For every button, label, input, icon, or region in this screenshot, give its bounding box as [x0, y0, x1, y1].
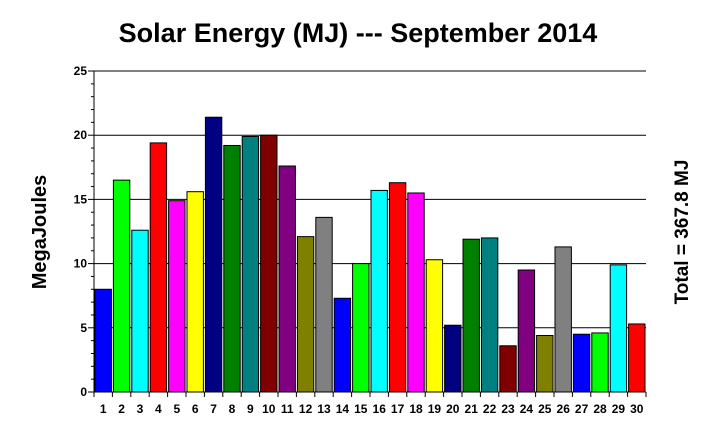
bar-day-14 — [333, 297, 352, 393]
bar-day-16 — [370, 189, 388, 393]
x-tick-label: 2 — [118, 402, 125, 416]
bar-day-12 — [296, 236, 315, 393]
x-tick-label: 6 — [192, 402, 199, 416]
x-tick-label: 23 — [501, 402, 515, 416]
y-tick-label: 25 — [74, 64, 88, 78]
x-tick-label: 14 — [336, 402, 350, 416]
x-tick-label: 18 — [409, 402, 423, 416]
bar-day-29 — [609, 264, 628, 393]
x-tick-label: 22 — [483, 402, 497, 416]
y-tick-label: 5 — [80, 321, 87, 335]
bar-day-25 — [536, 335, 554, 393]
chart-title: Solar Energy (MJ) --- September 2014 — [119, 18, 598, 48]
y-tick-label: 15 — [74, 192, 88, 206]
x-tick-label: 1 — [100, 402, 107, 416]
x-tick-label: 19 — [428, 402, 442, 416]
bar-day-6 — [186, 191, 204, 393]
x-tick-label: 12 — [299, 402, 313, 416]
bar-day-27 — [572, 333, 591, 393]
bar-day-20 — [444, 324, 462, 393]
bar-day-4 — [149, 142, 168, 393]
x-tick-label: 21 — [465, 402, 479, 416]
bar-day-13 — [315, 216, 333, 393]
x-tick-label: 7 — [210, 402, 217, 416]
x-tick-label: 17 — [391, 402, 405, 416]
x-tick-labels: 1 2 3 4 5 6 7 8 9 10 11 12 13 14 15 16 17 18 19 20 21 22 23 24 2… — [100, 402, 644, 416]
x-tick-label: 30 — [630, 402, 644, 416]
x-tick-label: 5 — [173, 402, 180, 416]
x-tick-label: 10 — [262, 402, 276, 416]
x-tick-label: 16 — [373, 402, 387, 416]
y-tick-label: 0 — [80, 385, 87, 399]
bar-day-21 — [462, 238, 480, 393]
total-annotation: Total = 367.8 MJ — [672, 160, 693, 305]
x-tick-label: 26 — [557, 402, 571, 416]
bar-day-24 — [517, 269, 536, 393]
bar-day-26 — [554, 246, 572, 393]
bar-day-9 — [241, 135, 260, 393]
bar-day-17 — [388, 182, 407, 393]
bar-day-18 — [407, 192, 425, 393]
bar-day-11 — [278, 165, 296, 393]
bar-day-1 — [94, 288, 112, 393]
bar-day-3 — [131, 229, 149, 393]
x-tick-label: 24 — [520, 402, 534, 416]
x-tick-label: 27 — [575, 402, 589, 416]
x-tick-label: 28 — [593, 402, 607, 416]
bar-day-22 — [480, 237, 499, 393]
x-tick-label: 13 — [317, 402, 331, 416]
bar-day-5 — [168, 200, 186, 393]
y-axis-label: MegaJoules — [29, 175, 51, 289]
bar-day-2 — [112, 179, 131, 393]
axes — [88, 70, 647, 397]
x-tick-label: 3 — [137, 402, 144, 416]
x-tick-label: 9 — [247, 402, 254, 416]
x-tick-label: 4 — [155, 402, 162, 416]
bar-day-23 — [499, 345, 517, 393]
bar-day-7 — [204, 116, 223, 393]
bar-day-30 — [628, 323, 646, 393]
y-tick-labels: 0 5 10 15 20 25 — [74, 64, 88, 399]
y-tick-label: 20 — [74, 128, 88, 142]
bar-day-28 — [591, 332, 609, 393]
y-tick-label: 10 — [74, 257, 88, 271]
bar-day-19 — [425, 259, 444, 393]
x-tick-label: 8 — [229, 402, 236, 416]
x-tick-label: 15 — [354, 402, 368, 416]
bar-day-15 — [352, 263, 370, 393]
bars — [94, 116, 646, 393]
bar-day-8 — [223, 144, 241, 393]
x-tick-label: 20 — [446, 402, 460, 416]
x-tick-label: 25 — [538, 402, 552, 416]
bar-day-10 — [260, 134, 278, 393]
x-tick-label: 29 — [612, 402, 626, 416]
x-tick-label: 11 — [281, 402, 294, 416]
